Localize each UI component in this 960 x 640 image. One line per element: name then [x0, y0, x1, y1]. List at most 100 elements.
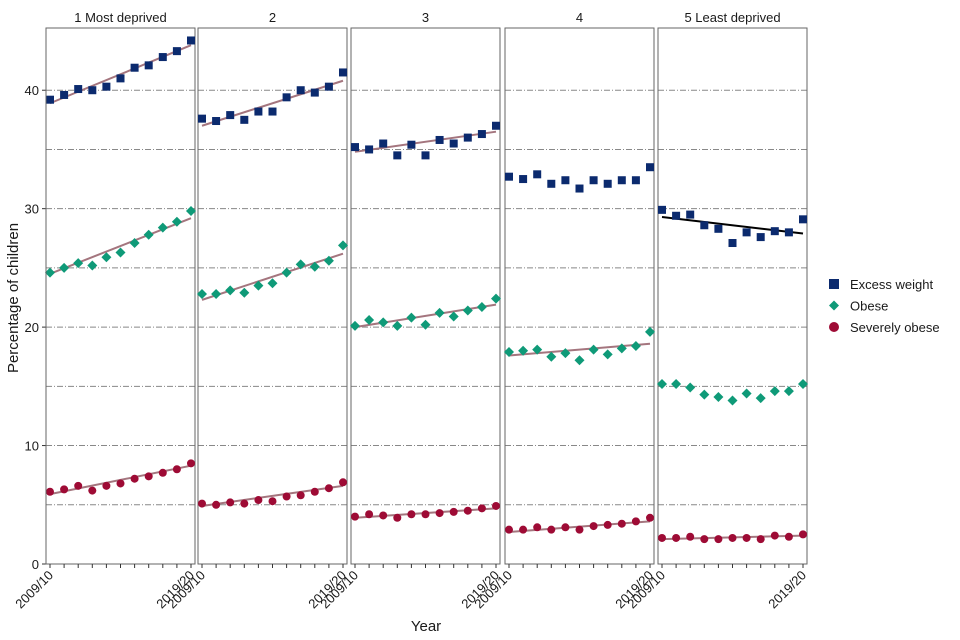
point-severe: [393, 513, 402, 522]
trend-line-excess: [661, 215, 804, 235]
point-severe: [533, 523, 542, 532]
point-severe: [617, 519, 626, 528]
point-severe: [158, 468, 167, 477]
point-severe: [799, 530, 807, 539]
facet-label: 3: [422, 10, 429, 25]
point-obese: [574, 355, 585, 366]
point-excess: [700, 221, 709, 230]
point-obese: [281, 267, 292, 278]
point-severe: [686, 532, 695, 541]
point-severe: [46, 487, 54, 496]
legend-key-obese: [829, 300, 839, 311]
point-obese: [186, 206, 196, 217]
point-excess: [212, 117, 221, 126]
legend-label: Severely obese: [850, 320, 940, 335]
point-severe: [240, 499, 249, 508]
point-excess: [198, 114, 206, 123]
point-obese: [239, 287, 250, 298]
point-severe: [379, 511, 388, 520]
point-obese: [378, 317, 389, 328]
trend-line-obese: [354, 303, 497, 329]
point-severe: [756, 535, 765, 544]
trend-line-severe: [201, 484, 344, 507]
point-obese: [197, 288, 207, 299]
y-tick-label: 10: [25, 439, 39, 454]
point-excess: [617, 176, 626, 185]
point-excess: [519, 175, 528, 184]
point-obese: [115, 247, 126, 258]
point-obese: [309, 261, 320, 272]
point-obese: [532, 344, 543, 355]
point-severe: [102, 481, 111, 490]
point-obese: [741, 388, 752, 399]
point-excess: [116, 74, 125, 83]
point-obese: [560, 348, 571, 359]
point-severe: [589, 522, 598, 531]
point-excess: [728, 239, 737, 248]
point-obese: [143, 229, 154, 240]
point-obese: [350, 320, 360, 331]
point-severe: [477, 504, 486, 513]
point-severe: [60, 485, 69, 494]
facet-label: 2: [269, 10, 276, 25]
point-excess: [770, 227, 779, 236]
point-excess: [589, 176, 598, 185]
facet-label: 1 Most deprived: [74, 10, 167, 25]
point-excess: [561, 176, 570, 185]
panels: 0 10 20 30 40 1 Most deprived 2009/10 2019/20 22…: [12, 10, 809, 611]
point-excess: [339, 68, 347, 77]
point-severe: [339, 478, 347, 487]
point-severe: [187, 459, 195, 468]
point-excess: [799, 215, 807, 224]
legend-key-excess: [829, 279, 839, 289]
y-tick-label: 20: [25, 320, 39, 335]
trend-line-obese: [49, 217, 192, 275]
point-obese: [462, 305, 473, 316]
point-obese: [267, 278, 278, 289]
point-obese: [253, 280, 264, 291]
point-obese: [630, 341, 641, 352]
point-obese: [101, 252, 112, 263]
point-severe: [212, 500, 221, 509]
point-obese: [338, 240, 348, 251]
x-axis-label: Year: [411, 618, 441, 635]
point-severe: [144, 472, 153, 481]
point-excess: [533, 170, 542, 179]
point-obese: [798, 378, 808, 389]
point-obese: [685, 382, 696, 393]
x-tick-label: 2019/20: [765, 568, 809, 612]
point-obese: [420, 319, 431, 330]
point-obese: [504, 346, 514, 357]
point-excess: [187, 36, 195, 45]
legend: Excess weight Obese Severely obese: [829, 277, 940, 335]
point-obese: [211, 288, 222, 299]
legend-label: Excess weight: [850, 277, 933, 292]
point-obese: [616, 343, 627, 354]
point-excess: [477, 130, 486, 139]
point-obese: [546, 351, 557, 362]
point-excess: [784, 228, 793, 237]
point-severe: [324, 484, 333, 493]
point-severe: [310, 487, 319, 496]
point-severe: [784, 532, 793, 541]
point-excess: [646, 163, 654, 172]
point-severe: [672, 533, 681, 542]
point-excess: [351, 143, 359, 152]
facet-label: 4: [576, 10, 583, 25]
point-excess: [379, 139, 388, 148]
point-obese: [769, 386, 780, 397]
y-tick-label: 40: [25, 83, 39, 98]
panel-border: [504, 27, 655, 565]
legend-label: Obese: [850, 299, 888, 314]
point-obese: [295, 259, 306, 270]
point-excess: [102, 82, 111, 91]
point-excess: [505, 172, 513, 181]
point-excess: [547, 179, 556, 188]
point-excess: [144, 61, 153, 70]
point-excess: [603, 179, 612, 188]
point-obese: [783, 386, 794, 397]
point-excess: [742, 228, 751, 237]
point-severe: [463, 506, 472, 515]
point-severe: [407, 510, 416, 519]
